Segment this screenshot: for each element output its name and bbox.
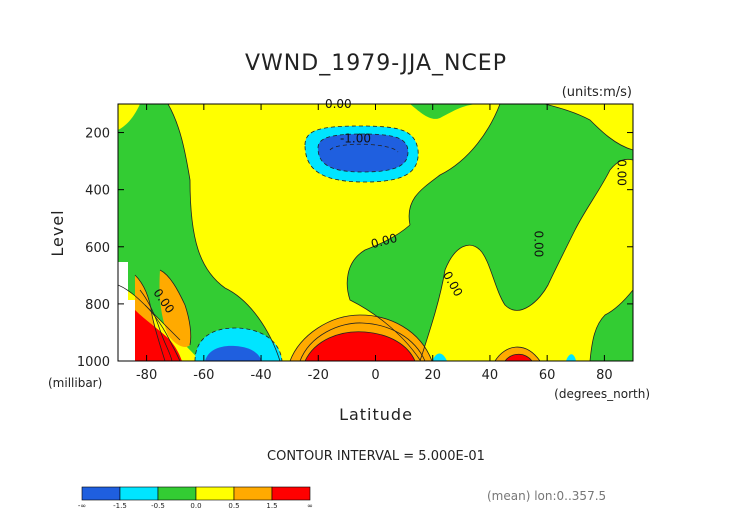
colorbar-swatch xyxy=(81,486,121,501)
colorbar-tick-label: 0.5 xyxy=(228,502,239,510)
x-tick-label: -80 xyxy=(136,368,157,383)
y-tick-label: 800 xyxy=(85,298,110,313)
colorbar-tick-label: 1.5 xyxy=(266,502,277,510)
cyan-bit-1 xyxy=(432,353,447,361)
chart-title: VWND_1979-JJA_NCEP xyxy=(245,51,507,76)
cyan-bit-2 xyxy=(566,354,576,361)
x-tick-label: -60 xyxy=(193,368,214,383)
y-tick-label: 200 xyxy=(85,127,110,142)
colorbar-swatch xyxy=(119,486,159,501)
y-tick-label: 400 xyxy=(85,184,110,199)
red-region-center xyxy=(305,331,415,361)
colorbar-tick-label: -∞ xyxy=(78,502,86,510)
contour-interval: CONTOUR INTERVAL = 5.000E-01 xyxy=(267,449,485,464)
contour-label: -1.00 xyxy=(340,131,371,145)
mean-note: (mean) lon:0..357.5 xyxy=(487,489,606,503)
y-axis: 200 400 600 800 1000 xyxy=(77,127,633,370)
units-label: (units:m/s) xyxy=(562,85,632,100)
y-tick-label: 1000 xyxy=(77,355,110,370)
y-axis-unit: (millibar) xyxy=(48,376,102,390)
colorbar-swatch xyxy=(195,486,235,501)
colorbar-tick-label: 0.0 xyxy=(190,502,201,510)
contour-label: 0.00 xyxy=(325,97,352,111)
plot-area xyxy=(118,104,633,361)
x-tick-label: 60 xyxy=(539,368,556,383)
yellow-region-left-top xyxy=(118,104,140,130)
colorbar: -∞ -1.5 -0.5 0.0 0.5 1.5 ∞ xyxy=(78,486,313,510)
x-tick-label: 20 xyxy=(424,368,441,383)
x-axis: -80 -60 -40 -20 0 20 40 60 80 xyxy=(136,104,613,383)
x-tick-label: 40 xyxy=(482,368,499,383)
x-tick-label: 80 xyxy=(596,368,613,383)
contour-lines xyxy=(118,104,633,361)
colorbar-tick-label: -1.5 xyxy=(113,502,127,510)
colorbar-swatch xyxy=(233,486,273,501)
yellow-region-center xyxy=(168,104,500,361)
x-tick-label: -40 xyxy=(250,368,271,383)
colorbar-swatch xyxy=(271,486,311,501)
x-axis-unit: (degrees_north) xyxy=(554,387,650,401)
contour-label: 0.00 xyxy=(615,159,629,186)
yellow-region-right xyxy=(420,159,633,361)
red-region-left xyxy=(135,310,182,361)
blue-region-lower xyxy=(205,345,262,361)
x-axis-title: Latitude xyxy=(339,405,413,424)
contour-label: 0.00 xyxy=(369,231,398,251)
x-tick-label: -20 xyxy=(308,368,329,383)
contour-label: 0.00 xyxy=(532,231,546,258)
colorbar-swatch xyxy=(157,486,197,501)
blue-region-upper xyxy=(318,134,408,172)
y-axis-title: Level xyxy=(48,209,67,256)
y-tick-label: 600 xyxy=(85,241,110,256)
x-tick-label: 0 xyxy=(371,368,379,383)
colorbar-tick-label: -0.5 xyxy=(151,502,165,510)
colorbar-tick-label: ∞ xyxy=(307,502,313,510)
